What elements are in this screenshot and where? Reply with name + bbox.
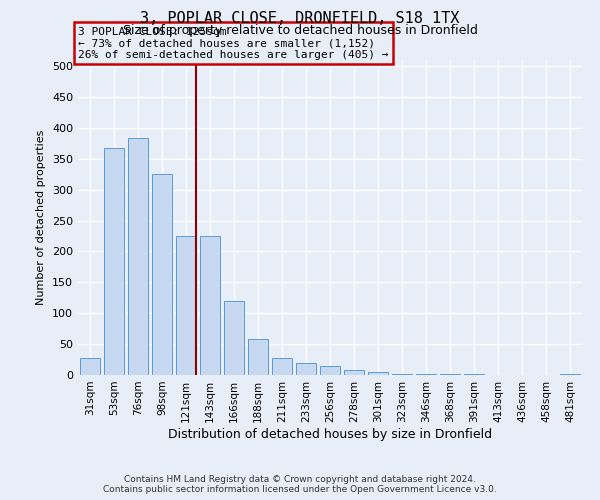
Bar bbox=[392, 374, 412, 375]
Bar bbox=[104, 148, 124, 375]
Bar bbox=[200, 236, 220, 375]
Bar bbox=[344, 370, 364, 375]
X-axis label: Distribution of detached houses by size in Dronfield: Distribution of detached houses by size … bbox=[168, 428, 492, 440]
Bar bbox=[152, 174, 172, 375]
Bar bbox=[320, 366, 340, 375]
Text: Contains HM Land Registry data © Crown copyright and database right 2024.
Contai: Contains HM Land Registry data © Crown c… bbox=[103, 474, 497, 494]
Bar bbox=[464, 374, 484, 375]
Y-axis label: Number of detached properties: Number of detached properties bbox=[37, 130, 46, 305]
Bar bbox=[296, 362, 316, 375]
Bar bbox=[560, 374, 580, 375]
Bar bbox=[416, 374, 436, 375]
Text: 3, POPLAR CLOSE, DRONFIELD, S18 1TX: 3, POPLAR CLOSE, DRONFIELD, S18 1TX bbox=[140, 11, 460, 26]
Bar bbox=[224, 301, 244, 375]
Bar bbox=[368, 372, 388, 375]
Bar bbox=[440, 374, 460, 375]
Bar bbox=[272, 358, 292, 375]
Bar bbox=[80, 358, 100, 375]
Bar bbox=[128, 138, 148, 375]
Text: 3 POPLAR CLOSE: 125sqm
← 73% of detached houses are smaller (1,152)
26% of semi-: 3 POPLAR CLOSE: 125sqm ← 73% of detached… bbox=[78, 27, 389, 60]
Bar bbox=[176, 236, 196, 375]
Text: Size of property relative to detached houses in Dronfield: Size of property relative to detached ho… bbox=[122, 24, 478, 37]
Bar bbox=[248, 339, 268, 375]
